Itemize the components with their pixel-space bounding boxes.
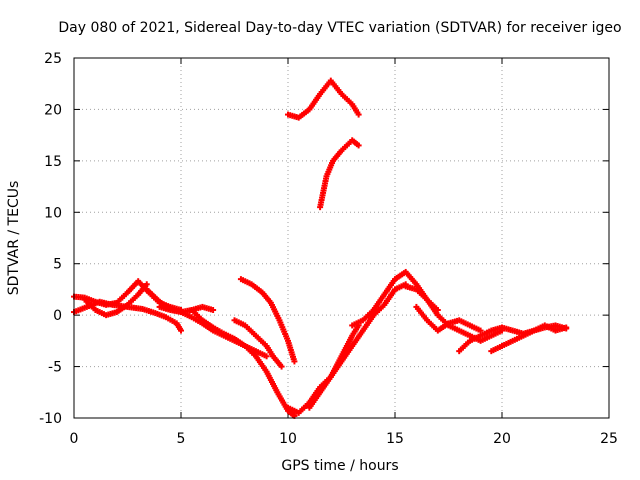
- plot-frame: [73, 57, 610, 419]
- y-tick-label: 5: [53, 257, 62, 273]
- y-tick-label: 20: [44, 102, 62, 118]
- series-arc-7: [231, 317, 285, 370]
- series-arc-12: [317, 137, 362, 211]
- series-arc-8: [237, 276, 298, 365]
- data-point: [210, 307, 217, 313]
- y-tick-label: 15: [44, 154, 62, 170]
- x-tick-labels: 0 5 10 15 20 25: [70, 431, 618, 447]
- data-point: [477, 327, 484, 334]
- y-tick-labels: -10 -5 0 5 10 15 20 25: [39, 51, 62, 427]
- data-point: [563, 324, 570, 331]
- data-point: [278, 363, 285, 370]
- grid-lines: [74, 58, 609, 418]
- y-tick-label: -5: [48, 360, 62, 376]
- chart-title: Day 080 of 2021, Sidereal Day-to-day VTE…: [58, 20, 621, 36]
- x-tick-label: 20: [493, 431, 511, 447]
- y-tick-label: 10: [44, 205, 62, 221]
- y-tick-label: 25: [44, 51, 62, 67]
- series-arc-3: [81, 281, 150, 319]
- data-point: [355, 142, 362, 149]
- data-point: [355, 111, 362, 118]
- x-axis-label: GPS time / hours: [281, 458, 398, 474]
- x-tick-label: 15: [386, 431, 404, 447]
- data-point: [143, 281, 150, 288]
- series-arc-15: [413, 303, 484, 334]
- x-tick-label: 25: [600, 431, 618, 447]
- series-arc-9: [285, 322, 362, 416]
- data-points: [71, 77, 570, 419]
- data-point: [291, 358, 298, 365]
- x-tick-label: 0: [70, 431, 79, 447]
- series-arc-11: [285, 77, 362, 121]
- x-tick-label: 10: [279, 431, 297, 447]
- y-tick-label: 0: [53, 308, 62, 324]
- series-arc-17: [488, 322, 570, 355]
- y-tick-label: -10: [39, 411, 62, 427]
- series-arc-10: [306, 281, 409, 411]
- y-axis-label: SDTVAR / TECUs: [6, 181, 22, 296]
- x-tick-label: 5: [177, 431, 186, 447]
- data-point: [178, 327, 184, 334]
- series-arc-6: [188, 307, 298, 419]
- data-point: [263, 353, 270, 360]
